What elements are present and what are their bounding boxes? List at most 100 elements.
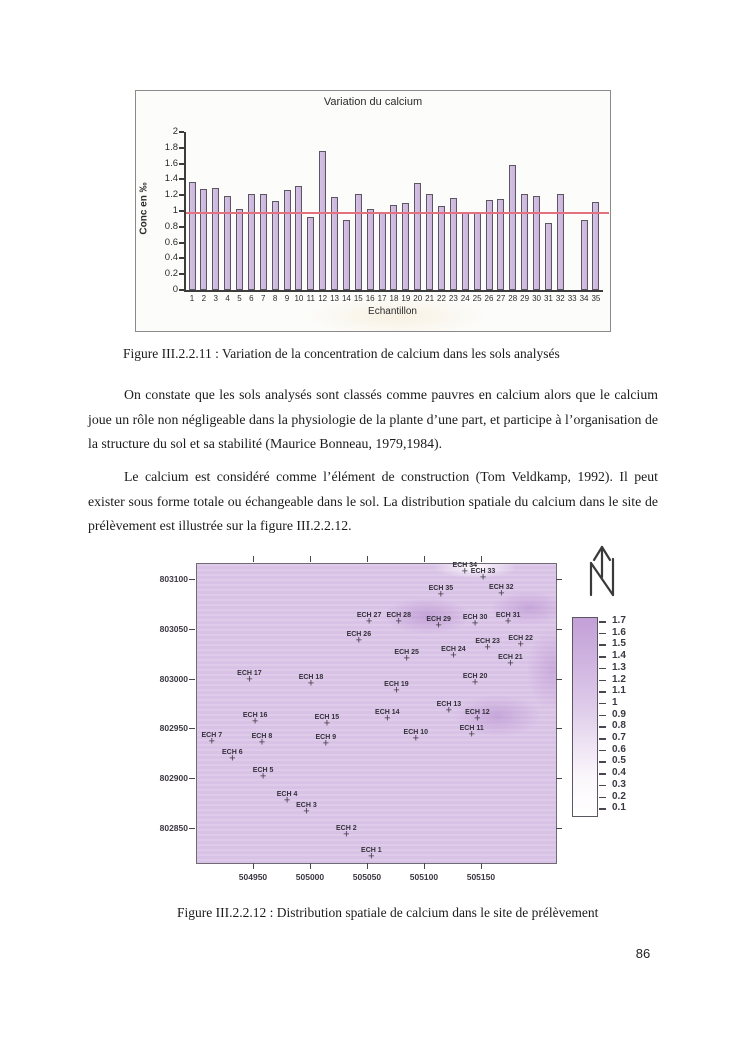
sample-point-label: ECH 15 — [314, 714, 340, 722]
legend-tick — [599, 761, 606, 763]
sample-cross-marker: + — [384, 712, 391, 725]
legend-tick — [599, 644, 606, 646]
figure-spatial-map: + ECH 1 + ECH 2 + ECH 3 + ECH 4 + ECH 5 + ECH 6 + ECH… — [150, 540, 640, 890]
bar — [497, 199, 505, 290]
x-axis-tick-label: 6 — [249, 294, 254, 303]
x-axis-tick-label: 8 — [272, 294, 278, 303]
map-x-tick — [309, 863, 311, 869]
figure1-caption: Figure III.2.2.11 : Variation de la conc… — [123, 346, 560, 361]
x-axis-tick-label: 22 — [437, 294, 446, 303]
legend-tick-label: 1.7 — [612, 615, 626, 626]
sample-point-label: ECH 32 — [489, 583, 514, 591]
y-axis-tick-label: 1.8 — [164, 141, 178, 153]
legend-tick-label: 0.1 — [612, 802, 626, 814]
figure2-caption: Figure III.2.2.12 : Distribution spatial… — [177, 905, 599, 920]
x-axis-tick-label: 1 — [189, 294, 195, 303]
legend-tick-label: 0.8 — [612, 720, 626, 732]
sample-point-label: ECH 3 — [296, 802, 317, 810]
map-x-tick — [252, 863, 254, 869]
reference-line — [186, 211, 609, 214]
legend-tick-label: 1.4 — [612, 650, 626, 662]
x-axis-tick-label: 27 — [496, 294, 506, 303]
bar — [366, 209, 374, 290]
y-axis-tick-label: 1 — [172, 205, 178, 216]
map-x-tick-top — [480, 556, 482, 562]
sample-cross-marker: + — [258, 736, 266, 749]
sample-cross-marker: + — [474, 712, 481, 725]
sample-cross-marker: + — [435, 619, 442, 632]
sample-cross-marker: + — [517, 638, 524, 651]
legend-tick-label: 0.9 — [612, 708, 626, 720]
sample-cross-marker: + — [251, 715, 259, 728]
legend-tick-label: 0.3 — [612, 778, 626, 790]
y-axis-tick-label: 1.4 — [164, 173, 178, 185]
legend-tick — [599, 691, 606, 693]
bar — [402, 203, 410, 290]
bar — [485, 199, 493, 290]
map-x-tick-label: 505100 — [409, 872, 439, 882]
y-axis-tick-label: 0.8 — [164, 220, 178, 232]
sample-point-label: ECH 17 — [237, 669, 262, 677]
sample-point-label: ECH 5 — [252, 767, 274, 775]
map-y-tick — [189, 628, 195, 630]
sample-point-label: ECH 21 — [498, 653, 523, 661]
sample-point-label: ECH 24 — [441, 645, 466, 653]
y-axis-tick-label: 0.4 — [164, 252, 178, 264]
x-axis-tick-label: 2 — [201, 294, 207, 303]
sample-point-label: ECH 16 — [242, 712, 268, 720]
map-x-tick-top — [423, 556, 425, 562]
map-x-tick-top — [366, 556, 368, 562]
map-y-tick-label: 802950 — [159, 723, 188, 734]
sample-cross-marker: + — [259, 770, 267, 783]
bar — [390, 205, 398, 290]
body-paragraph-1: On constate que les sols analysés sont c… — [88, 387, 658, 451]
bar — [283, 190, 291, 290]
bar — [247, 193, 255, 290]
x-axis-tick-label: 24 — [460, 294, 470, 303]
legend-tick — [599, 773, 606, 775]
legend-tick — [599, 796, 606, 798]
map-x-tick — [480, 863, 482, 869]
y-axis-tick — [179, 273, 184, 276]
map-x-tick-label: 504950 — [238, 872, 268, 882]
map-y-tick-right — [556, 578, 562, 580]
y-axis-tick-label: 0.2 — [164, 268, 178, 280]
sample-cross-marker: + — [479, 571, 487, 584]
x-axis-tick-label: 34 — [579, 294, 589, 303]
chart-x-axis-label: Echantillon — [368, 306, 417, 317]
y-axis-tick — [179, 131, 184, 133]
sample-point-label: ECH 34 — [452, 561, 478, 569]
sample-point-label: ECH 22 — [508, 634, 533, 642]
legend-tick-label: 1 — [612, 696, 618, 708]
legend-tick — [599, 621, 606, 623]
map-y-tick-label: 803100 — [159, 573, 188, 584]
bar — [473, 213, 481, 290]
sample-point-label: ECH 6 — [222, 749, 243, 757]
sample-point-label: ECH 12 — [465, 709, 490, 717]
legend-tick-label: 0.7 — [612, 732, 626, 743]
x-axis-tick-label: 21 — [425, 294, 435, 303]
sample-point-label: ECH 2 — [335, 825, 357, 833]
sample-cross-marker: + — [507, 657, 514, 670]
x-axis-tick-label: 10 — [294, 294, 304, 303]
bar — [533, 195, 541, 290]
map-x-tick-label: 505000 — [295, 872, 325, 882]
bar — [509, 165, 517, 290]
x-axis-tick-label: 20 — [413, 294, 423, 303]
sample-cross-marker: + — [471, 676, 479, 689]
bar-chart-plot-area: 0 0.2 0.4 0.6 0.8 1 1.2 1.4 1.6 1.8 2 1 2 3 4 5 6 7 8 9 10 11… — [165, 126, 609, 303]
legend-tick — [599, 679, 606, 681]
x-axis-tick-label: 14 — [341, 294, 351, 303]
legend-tick — [599, 656, 606, 658]
sample-cross-marker: + — [283, 794, 291, 807]
y-axis-tick — [179, 289, 184, 291]
sample-point-label: ECH 31 — [495, 611, 521, 619]
map-y-tick-label: 803050 — [159, 623, 188, 634]
x-axis-tick-label: 12 — [318, 294, 328, 303]
figure-bar-chart: Variation du calcium Conc en ‰ 0 0.2 0.4 0.… — [135, 90, 611, 332]
legend-tick-label: 0.2 — [612, 790, 626, 802]
x-axis-tick-label: 25 — [472, 294, 482, 303]
legend-tick-label: 1.6 — [612, 626, 626, 638]
legend-tick — [599, 808, 606, 810]
